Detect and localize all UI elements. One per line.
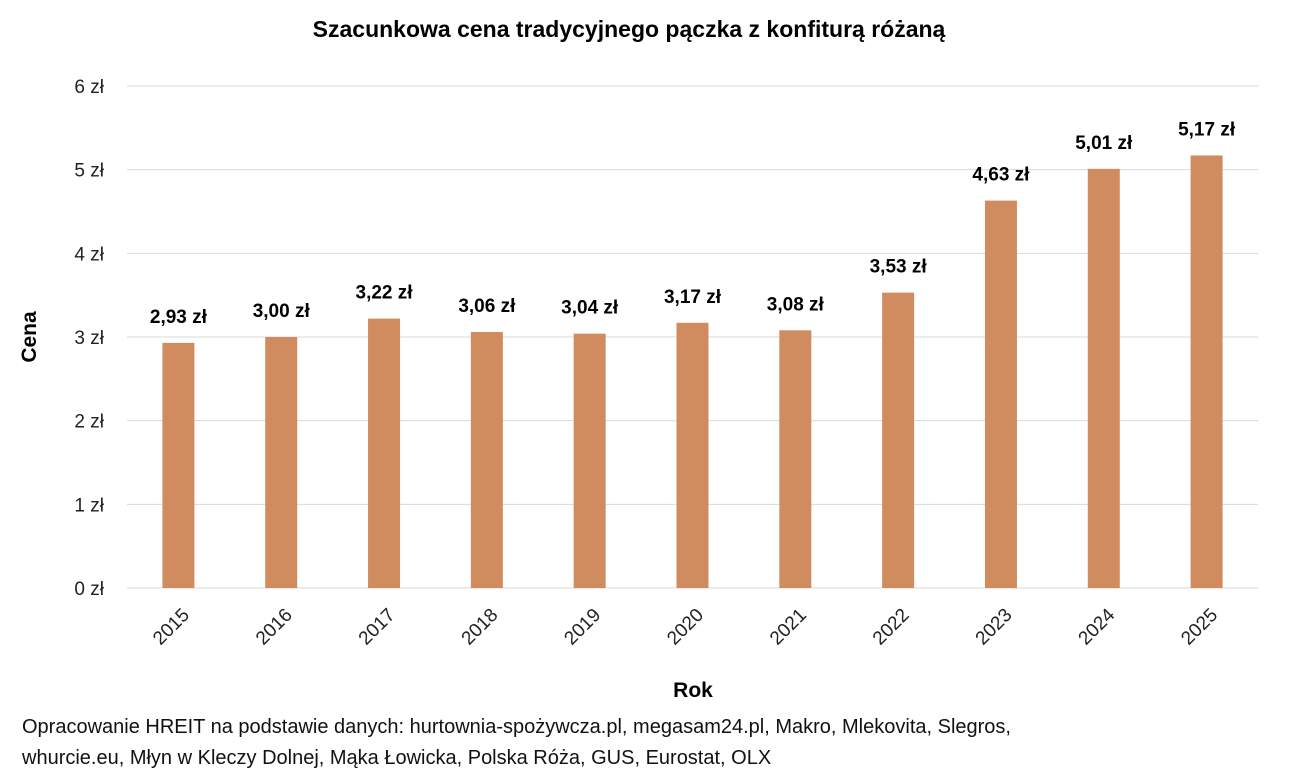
data-labels: 2,93 zł 3,00 zł 3,22 zł 3,06 zł 3,04 zł 3,17 … (150, 119, 1236, 327)
bar-2024 (1087, 168, 1120, 588)
bar-2015 (162, 342, 195, 588)
x-tick-label-2022: 2022 (869, 605, 914, 650)
bar-2018 (470, 331, 503, 588)
data-label-2018: 3,06 zł (458, 296, 516, 317)
data-label-2025: 5,17 zł (1178, 119, 1236, 140)
x-tick-label-2016: 2016 (252, 605, 297, 650)
y-tick-label: 0 zł (74, 579, 104, 600)
x-axis-title: Rok (673, 679, 713, 700)
chart-title: Szacunkowa cena tradycyjnego pączka z ko… (313, 16, 946, 42)
bar-2017 (368, 318, 401, 588)
source-note: Opracowanie HREIT na podstawie danych: h… (22, 712, 1282, 774)
x-tick-label-2017: 2017 (355, 605, 400, 650)
y-axis-ticks: 0 zł 1 zł 2 zł 3 zł 4 zł 5 zł 6 zł (74, 77, 104, 600)
bars (162, 155, 1223, 588)
x-tick-label-2018: 2018 (458, 605, 503, 650)
data-label-2019: 3,04 zł (561, 298, 619, 319)
data-label-2023: 4,63 zł (972, 165, 1030, 186)
x-tick-label-2024: 2024 (1075, 604, 1120, 649)
data-label-2016: 3,00 zł (253, 301, 311, 322)
source-note-line-2: whurcie.eu, Młyn w Kleczy Dolnej, Mąka Ł… (22, 747, 772, 769)
data-label-2024: 5,01 zł (1075, 133, 1133, 154)
y-tick-label: 2 zł (74, 412, 104, 433)
x-tick-label-2015: 2015 (149, 605, 194, 650)
y-tick-label: 5 zł (74, 161, 104, 182)
bar-2023 (984, 200, 1017, 588)
source-note-line-1: Opracowanie HREIT na podstawie danych: h… (22, 716, 1011, 738)
bar-2021 (779, 330, 812, 588)
x-tick-label-2025: 2025 (1177, 605, 1222, 650)
x-tick-label-2021: 2021 (766, 605, 811, 650)
bar-2019 (573, 333, 606, 588)
x-tick-label-2023: 2023 (972, 605, 1017, 650)
y-tick-label: 6 zł (74, 77, 104, 98)
y-tick-label: 4 zł (74, 244, 104, 265)
data-label-2020: 3,17 zł (664, 287, 722, 308)
bar-2022 (882, 292, 915, 588)
y-tick-label: 3 zł (74, 328, 104, 349)
bar-2025 (1190, 155, 1223, 588)
data-label-2017: 3,22 zł (356, 283, 414, 304)
bar-chart: Szacunkowa cena tradycyjnego pączka z ko… (18, 16, 1258, 700)
y-axis-title: Cena (18, 311, 41, 363)
data-label-2015: 2,93 zł (150, 307, 208, 328)
bar-2020 (676, 322, 709, 588)
data-label-2022: 3,53 zł (870, 257, 928, 278)
x-tick-label-2019: 2019 (560, 605, 605, 650)
bar-2016 (265, 337, 298, 588)
x-axis-ticks: 2015 2016 2017 2018 2019 2020 2021 2022 2023 2024… (149, 604, 1222, 649)
data-label-2021: 3,08 zł (767, 294, 825, 315)
x-tick-label-2020: 2020 (663, 605, 708, 650)
y-tick-label: 1 zł (74, 495, 104, 516)
chart-canvas: Szacunkowa cena tradycyjnego pączka z ko… (18, 16, 1258, 700)
